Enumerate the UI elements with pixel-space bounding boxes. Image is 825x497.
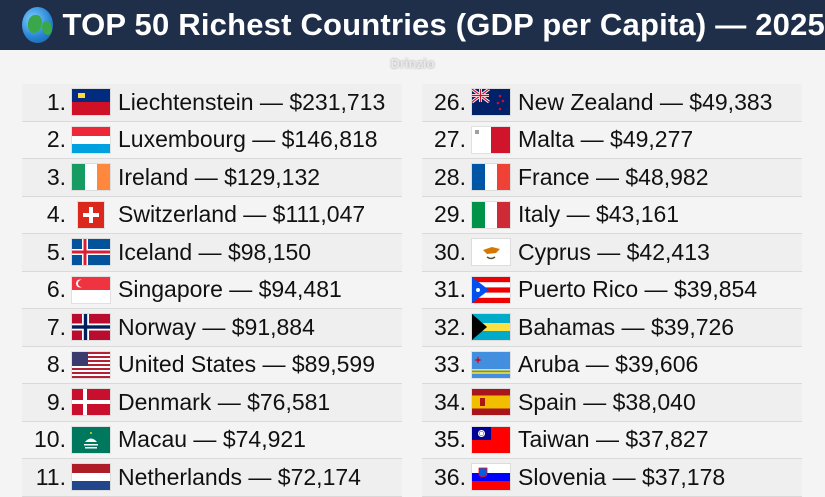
list-item: 1. Liechtenstein — $231,713 [22,84,402,122]
watermark: Drinzio [390,56,435,71]
country-entry: Norway — $91,884 [118,313,315,340]
list-item: 6. Singapore — $94,481 [22,271,402,309]
rank-number: 7. [46,313,66,340]
rank-number: 9. [46,388,66,415]
denmark-flag [72,389,110,416]
country-entry: Bahamas — $39,726 [518,313,735,340]
country-entry: Iceland — $98,150 [118,238,312,265]
rank-number: 5. [46,238,66,265]
rank-number: 33. [434,351,466,378]
rank-number: 36. [434,463,466,490]
switzerland-flag [78,201,104,228]
list-item: 4. Switzerland — $111,047 [22,196,402,234]
country-entry: Denmark — $76,581 [118,388,331,415]
cyprus-flag [472,239,510,266]
country-entry: France — $48,982 [518,163,709,190]
country-entry: Cyprus — $42,413 [518,238,710,265]
rank-number: 6. [46,276,66,303]
ireland-flag [72,164,110,191]
rank-number: 27. [434,126,466,153]
rank-number: 29. [434,201,466,228]
country-entry: Malta — $49,277 [518,126,694,153]
country-entry: Spain — $38,040 [518,388,696,415]
country-entry: Italy — $43,161 [518,201,680,228]
rank-number: 3. [46,163,66,190]
slovenia-flag [472,464,510,491]
list-item: 5. Iceland — $98,150 [22,234,402,272]
list-item: 34. Spain — $38,040 [422,384,802,422]
list-item: 29. Italy — $43,161 [422,196,802,234]
country-entry: Slovenia — $37,178 [518,463,726,490]
list-item: 28. France — $48,982 [422,159,802,197]
list-item: 8. United States — $89,599 [22,346,402,384]
iceland-flag [72,239,110,266]
taiwan-flag [472,426,510,453]
country-entry: New Zealand — $49,383 [518,88,773,115]
rank-number: 10. [34,426,66,453]
country-entry: Macau — $74,921 [118,426,306,453]
list-item: 31. Puerto Rico — $39,854 [422,271,802,309]
ranking-list-left: 1. Liechtenstein — $231,713 2. Luxembour… [22,84,402,497]
aruba-flag [472,351,510,378]
country-entry: Luxembourg — $146,818 [118,126,378,153]
rank-number: 26. [434,88,466,115]
rank-number: 8. [46,351,66,378]
france-flag [472,164,510,191]
country-entry: United States — $89,599 [118,351,375,378]
norway-flag [72,314,110,341]
country-entry: Liechtenstein — $231,713 [118,88,386,115]
country-entry: Puerto Rico — $39,854 [518,276,758,303]
puerto-rico-flag [472,276,510,303]
united-states-flag [72,351,110,378]
rank-number: 30. [434,238,466,265]
liechtenstein-flag [72,89,110,116]
list-item: 33. Aruba — $39,606 [422,346,802,384]
malta-flag [472,126,510,153]
rank-number: 11. [35,463,66,490]
rank-number: 28. [434,163,466,190]
list-item: 9. Denmark — $76,581 [22,384,402,422]
rank-number: 32. [434,313,466,340]
country-entry: Aruba — $39,606 [518,351,699,378]
new-zealand-flag [472,89,510,116]
luxembourg-flag [72,126,110,153]
bahamas-flag [472,314,510,341]
country-entry: Taiwan — $37,827 [518,426,709,453]
italy-flag [472,201,510,228]
page-title: TOP 50 Richest Countries (GDP per Capita… [62,7,825,42]
list-item: 10. Macau — $74,921 [22,421,402,459]
list-item: 32. Bahamas — $39,726 [422,309,802,347]
country-entry: Ireland — $129,132 [118,163,321,190]
list-item: 35. Taiwan — $37,827 [422,421,802,459]
list-item: 27. Malta — $49,277 [422,121,802,159]
rank-number: 34. [434,388,466,415]
spain-flag [472,389,510,416]
list-item: 26. New Zealand — $49,383 [422,84,802,122]
netherlands-flag [72,464,110,491]
list-item: 30. Cyprus — $42,413 [422,234,802,272]
header-banner: TOP 50 Richest Countries (GDP per Capita… [0,0,825,50]
macau-flag [72,426,110,453]
rank-number: 35. [434,426,466,453]
singapore-flag [72,276,110,303]
country-entry: Switzerland — $111,047 [118,201,366,228]
ranking-list-right: 26. New Zealand — $49,383 27. Malta — $4… [422,84,802,497]
globe-icon [22,7,53,43]
list-item: 7. Norway — $91,884 [22,309,402,347]
list-item: 3. Ireland — $129,132 [22,159,402,197]
rank-number: 2. [46,126,66,153]
rank-number: 4. [46,201,66,228]
country-entry: Singapore — $94,481 [118,276,342,303]
country-entry: Netherlands — $72,174 [118,463,361,490]
rank-number: 1. [46,88,66,115]
rank-number: 31. [434,276,466,303]
list-item: 2. Luxembourg — $146,818 [22,121,402,159]
